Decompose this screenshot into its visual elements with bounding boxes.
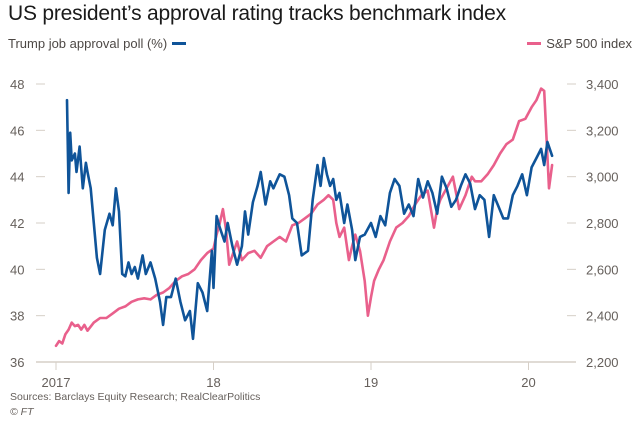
y-right-tick-label: 3,200 [586, 123, 619, 138]
y-right-tick-label: 3,000 [586, 170, 619, 185]
y-left-tick-label: 44 [10, 170, 24, 185]
y-left-tick-label: 40 [10, 262, 24, 277]
y-right-tick-label: 2,600 [586, 262, 619, 277]
x-tick-label: 18 [206, 375, 220, 390]
y-left-tick-label: 48 [10, 77, 24, 92]
x-tick-label: 20 [521, 375, 535, 390]
source-note: Sources: Barclays Equity Research; RealC… [10, 391, 261, 403]
y-right-tick-label: 2,800 [586, 216, 619, 231]
y-right-tick-label: 2,200 [586, 355, 619, 370]
y-left-tick-label: 38 [10, 309, 24, 324]
series-line-approval [65, 98, 554, 341]
legend-approval: Trump job approval poll (%) [8, 36, 191, 51]
legend-sp500: S&P 500 index [522, 36, 632, 51]
y-right-tick-label: 2,400 [586, 309, 619, 324]
y-right-tick-label: 3,400 [586, 77, 619, 92]
y-left-tick-label: 46 [10, 123, 24, 138]
x-tick-label: 19 [364, 375, 378, 390]
series-line-sp500 [54, 87, 554, 348]
legend-approval-swatch [172, 42, 187, 45]
legend-sp500-label: S&P 500 index [546, 36, 632, 51]
y-left-tick-label: 36 [10, 355, 24, 370]
chart-title: US president’s approval rating tracks be… [8, 2, 506, 25]
copyright-note: © FT [10, 406, 34, 418]
x-tick-label: 2017 [42, 375, 71, 390]
y-left-tick-label: 42 [10, 216, 24, 231]
legend-approval-label: Trump job approval poll (%) [8, 36, 168, 51]
legend-sp500-swatch [527, 42, 542, 45]
